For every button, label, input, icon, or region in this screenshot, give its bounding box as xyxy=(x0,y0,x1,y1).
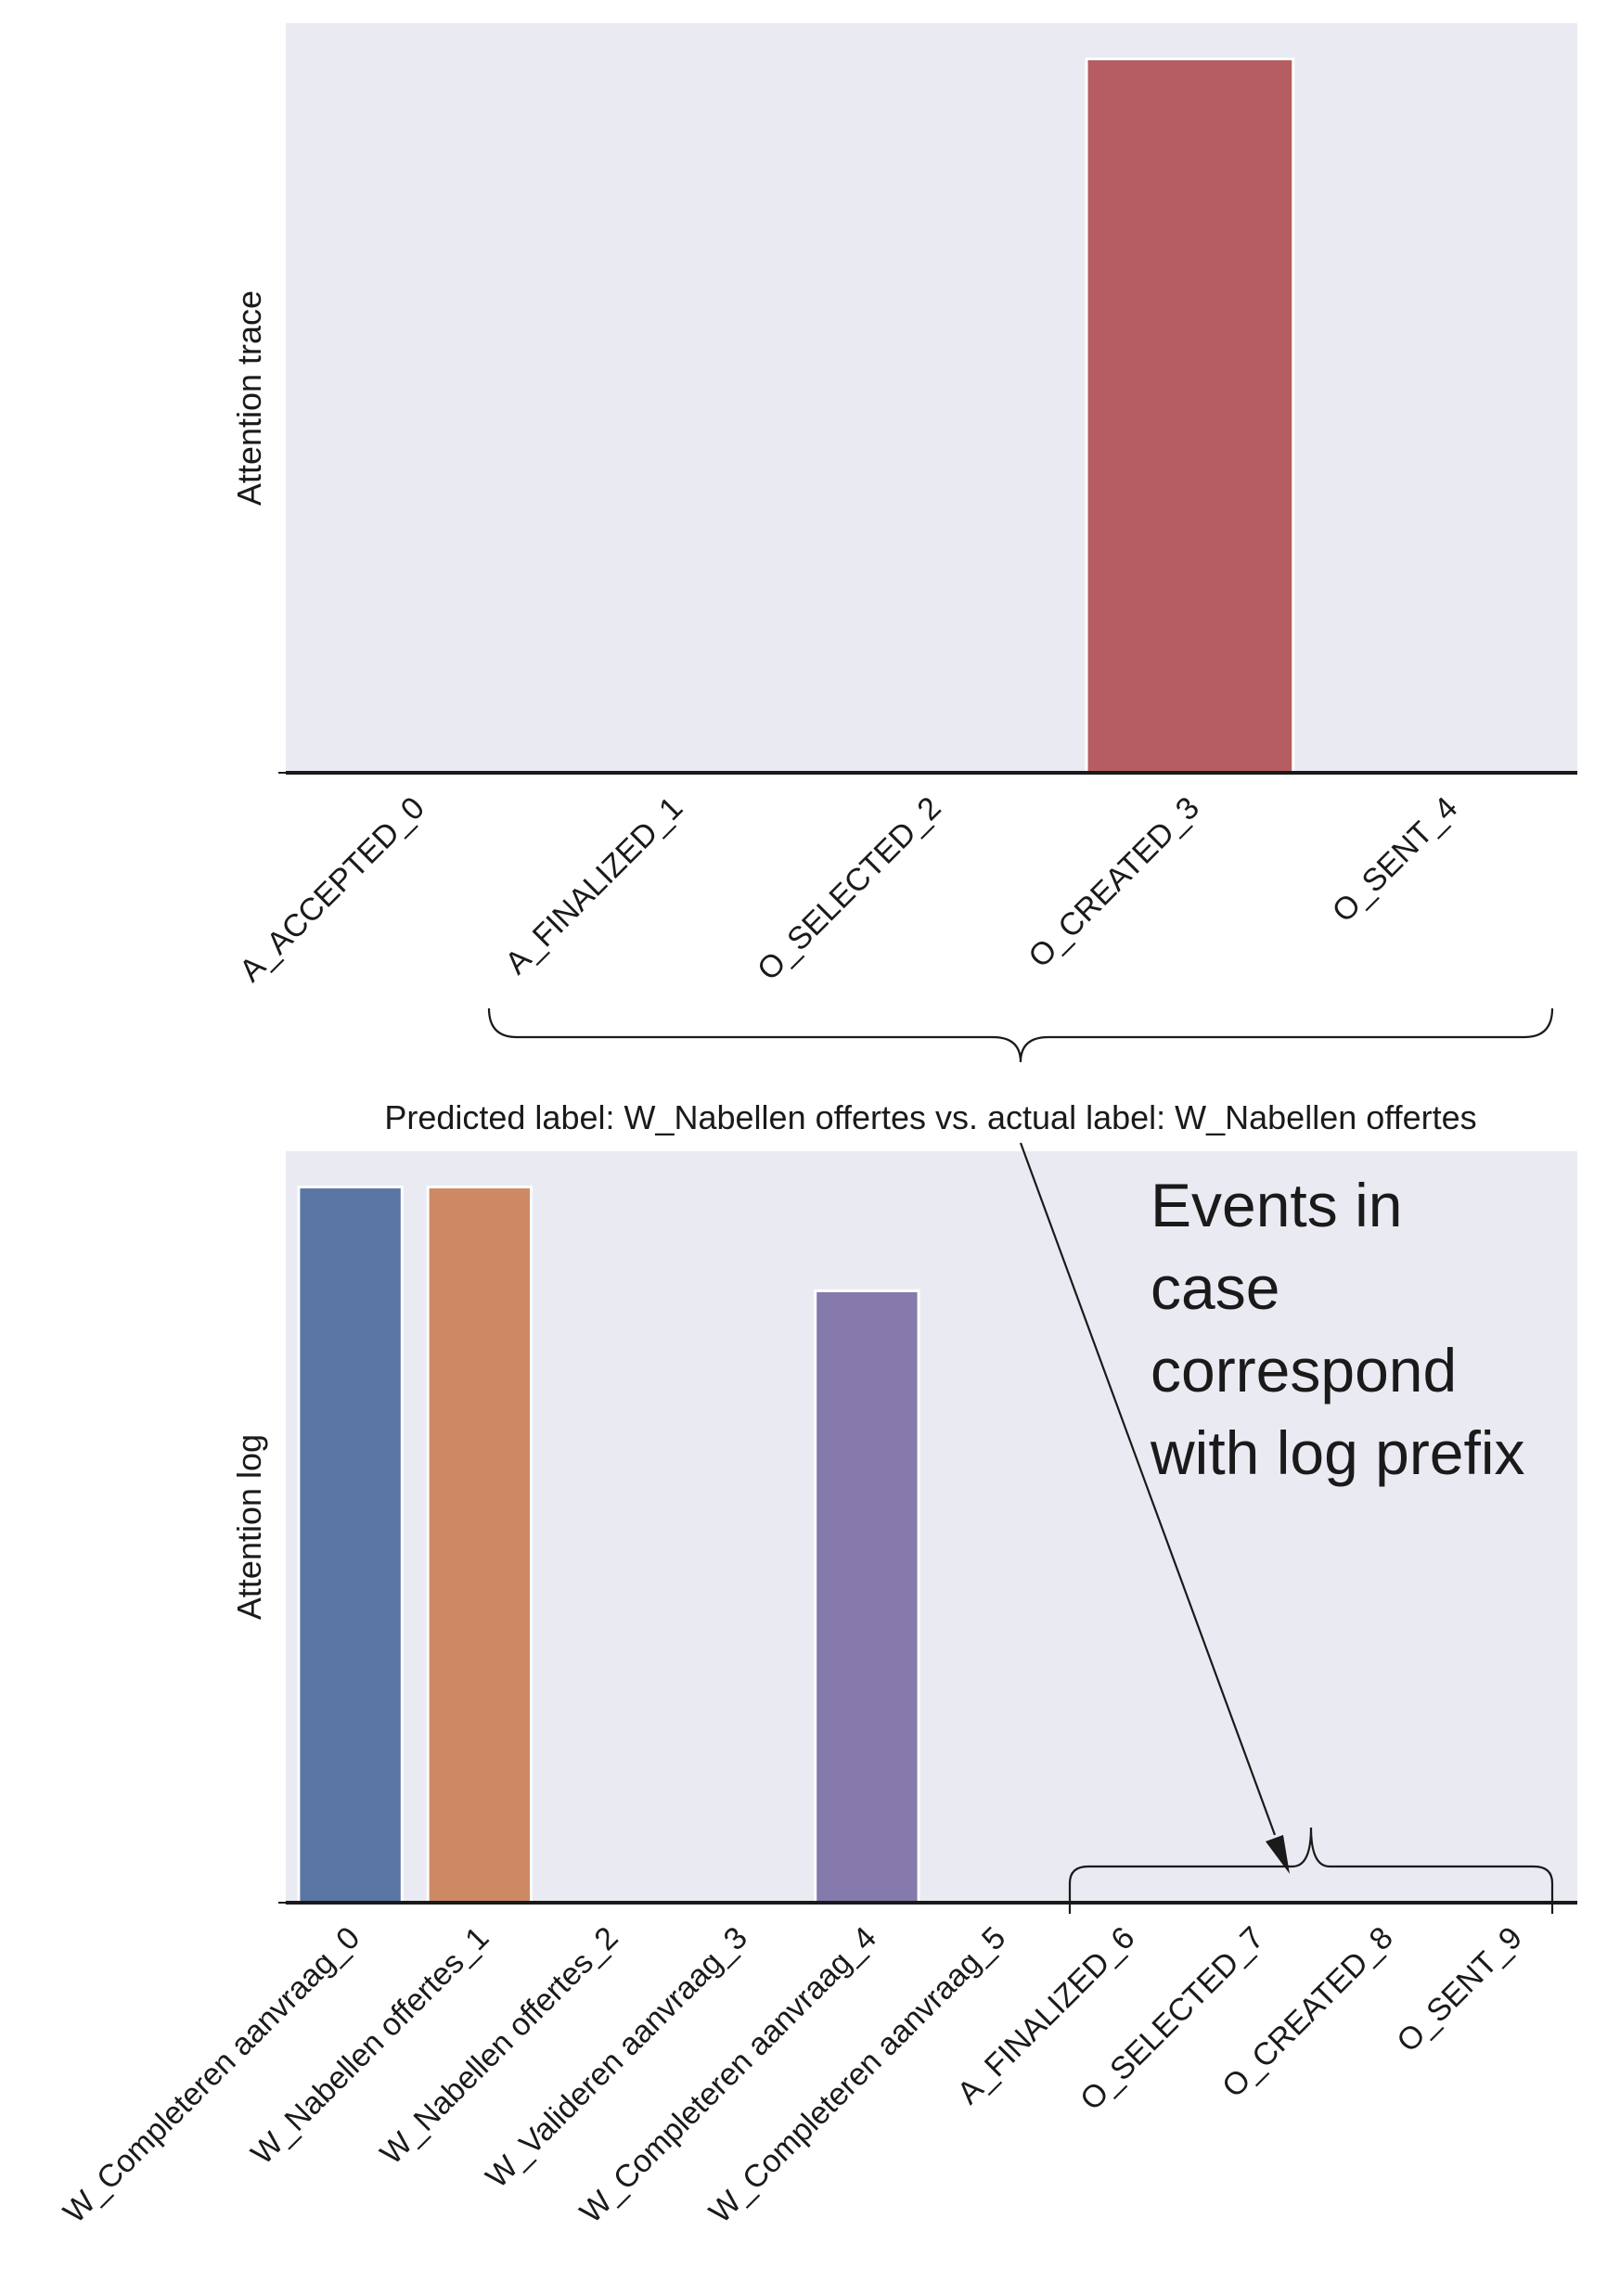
log-chart-title: Predicted label: W_Nabellen offertes vs.… xyxy=(384,1098,1476,1136)
annotation-arrow xyxy=(1019,1142,1277,1836)
annotation-line: with log prefix xyxy=(1150,1418,1525,1487)
annotation-line: case xyxy=(1151,1253,1279,1322)
log-bar xyxy=(814,1289,920,1905)
trace-y-axis-label: Attention trace xyxy=(230,290,268,506)
log-x-tick-label: W_Nabellen offertes_1 xyxy=(244,1920,495,2172)
log-bar xyxy=(426,1186,533,1905)
log-chart: Attention log W_Completeren aanvraag_0W_… xyxy=(57,1151,1577,2230)
trace-chart: Attention trace A_ACCEPTED_0 A_FINALIZED_… xyxy=(230,23,1577,989)
annotation-arrow-head xyxy=(1266,1835,1290,1874)
trace-x-tick-label: O_SELECTED_2 xyxy=(751,790,948,988)
log-curly-brace xyxy=(1068,1827,1554,1914)
trace-plot-area xyxy=(286,23,1577,773)
trace-x-tick-label: A_FINALIZED_1 xyxy=(498,790,689,981)
log-y-axis-label: Attention log xyxy=(230,1434,268,1620)
log-x-tick-label: W_Valideren aanvraag_3 xyxy=(479,1920,753,2195)
log-x-tick-label: W_Nabellen offertes_2 xyxy=(374,1920,625,2172)
log-x-tick-label: O_SENT_9 xyxy=(1390,1920,1529,2059)
annotation-text: Events in case correspond with log prefi… xyxy=(1150,1171,1525,1487)
trace-x-tick-label: O_CREATED_3 xyxy=(1022,790,1206,975)
log-bar xyxy=(297,1186,404,1905)
trace-bar xyxy=(1085,57,1295,775)
annotation-line: Events in xyxy=(1151,1171,1402,1239)
annotation-line: correspond xyxy=(1151,1336,1457,1405)
trace-x-tick-label: A_ACCEPTED_0 xyxy=(233,790,431,989)
trace-x-tick-label: O_SENT_4 xyxy=(1326,790,1465,930)
trace-curly-brace xyxy=(487,1007,1554,1063)
